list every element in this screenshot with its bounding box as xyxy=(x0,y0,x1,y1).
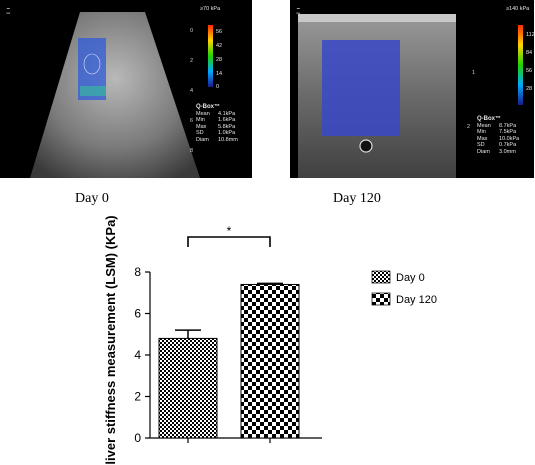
qbox-row: Mean 8.7kPa xyxy=(477,122,517,129)
y-tick-label: 0 xyxy=(134,431,141,445)
scale-tick: 56 xyxy=(216,29,223,35)
qbox-row: Max 5.8kPa xyxy=(196,123,236,130)
depth-tick: 1 xyxy=(472,70,476,76)
bar-day0 xyxy=(158,337,218,439)
legend-swatch-day120 xyxy=(371,292,391,306)
legend: Day 0 Day 120 xyxy=(371,270,437,306)
plot-area: 0 2 4 6 8 * xyxy=(134,224,322,445)
scale-tick: 84 xyxy=(526,50,533,56)
ultrasound-image-day120: ﾆ ≥140 kPa 112 84 56 28 1 2 Q-Box™ Mean 8… xyxy=(290,0,534,178)
y-tick-label: 8 xyxy=(134,265,141,279)
caption-day0: Day 0 xyxy=(75,191,109,206)
qbox-stats: Q-Box™ Mean 8.7kPa Min 7.5kPa Max 10.0kPa S… xyxy=(477,116,519,156)
y-axis-label: liver stiffness measurement (LSM) (KPa) xyxy=(103,215,118,464)
scale-tick: 112 xyxy=(526,32,534,38)
probe-marker: ﾆ xyxy=(296,6,301,16)
qbox-row: Max 10.0kPa xyxy=(477,135,520,142)
qbox-row: SD 0.7kPa xyxy=(477,142,517,149)
ultrasound-image-day0: ﾆ ≥70 kPa 56 42 28 14 0 0 2 4 6 8 Q-Box™… xyxy=(0,0,252,178)
caption-day120: Day 120 xyxy=(333,191,381,206)
legend-label-day120: Day 120 xyxy=(396,294,437,306)
depth-tick: 4 xyxy=(190,88,194,94)
scale-tick: 0 xyxy=(216,84,220,90)
scale-tick: 42 xyxy=(216,43,223,49)
legend-label-day0: Day 0 xyxy=(396,272,425,284)
qbox-title: Q-Box™ xyxy=(477,116,501,122)
qbox-row: Diam 3.0mm xyxy=(477,148,516,155)
significance-marker: * xyxy=(227,224,232,238)
y-tick-label: 4 xyxy=(134,348,141,362)
scale-tick: 28 xyxy=(526,86,533,92)
qbox-title: Q-Box™ xyxy=(196,104,220,110)
depth-tick: 0 xyxy=(190,28,194,34)
significance-bracket xyxy=(187,236,271,247)
ultrasound-day0-graphic xyxy=(30,12,213,178)
qbox-row: Mean 4.1kPa xyxy=(196,110,236,117)
legend-swatch-day0 xyxy=(371,270,391,284)
scale-tick: 28 xyxy=(216,57,223,63)
depth-tick: 2 xyxy=(190,58,194,64)
depth-tick: 6 xyxy=(190,118,194,124)
y-tick-label: 2 xyxy=(134,390,141,404)
probe-marker: ﾆ xyxy=(6,6,11,16)
scale-max-label: ≥70 kPa xyxy=(200,6,221,12)
bar-day120 xyxy=(240,283,300,439)
qbox-row: Diam 10.8mm xyxy=(196,136,238,143)
ultrasound-day120-graphic xyxy=(298,14,523,178)
scale-tick: 14 xyxy=(216,71,223,77)
qbox-row: SD 1.0kPa xyxy=(196,130,236,137)
scale-max-label: ≥140 kPa xyxy=(506,6,530,12)
depth-tick: 8 xyxy=(190,148,194,154)
lsm-bar-chart: 0 2 4 6 8 * liver stiffness measurement (LSM)… xyxy=(103,215,437,464)
y-tick-label: 6 xyxy=(134,307,141,321)
depth-tick: 2 xyxy=(467,124,471,130)
qbox-stats: Q-Box™ Mean 4.1kPa Min 1.6kPa Max 5.8kPa SD… xyxy=(196,104,238,144)
qbox-row: Min 1.6kPa xyxy=(196,117,236,124)
scale-tick: 56 xyxy=(526,68,533,74)
qbox-row: Min 7.5kPa xyxy=(477,129,517,136)
